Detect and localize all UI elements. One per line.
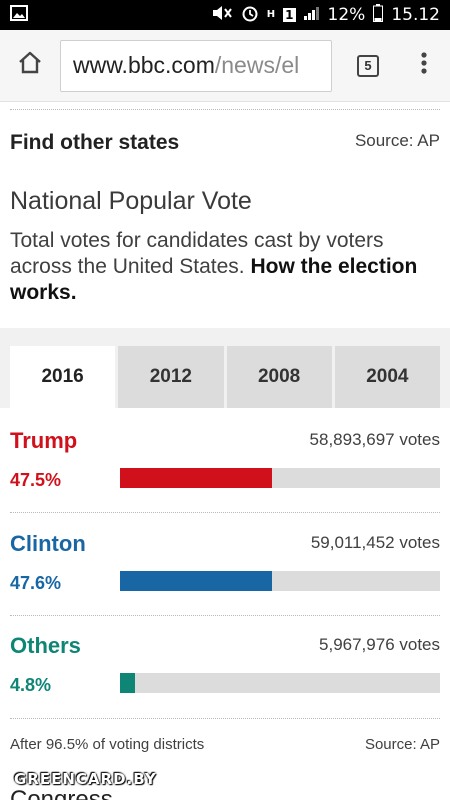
network-type-icon: H (266, 9, 276, 20)
candidate-row-clinton: Clinton 59,011,452 votes 47.6% (10, 531, 440, 601)
candidate-percent: 4.8% (10, 675, 52, 695)
vote-bar-fill (120, 571, 273, 591)
alarm-icon (241, 4, 259, 27)
reporting-note: After 96.5% of voting districts (10, 736, 205, 753)
year-tabs: 2016 2012 2008 2004 (10, 346, 440, 408)
tab-2012[interactable]: 2012 (118, 346, 224, 408)
candidate-votes: 59,011,452 votes (310, 533, 440, 552)
url-field[interactable]: www.bbc.com/news/el (60, 39, 332, 92)
tab-count: 5 (357, 54, 379, 77)
divider (10, 512, 440, 513)
battery-icon (373, 3, 384, 27)
home-button[interactable] (0, 30, 60, 102)
mute-icon (211, 5, 233, 26)
vote-bar-track (120, 673, 440, 693)
candidate-row-others: Others 5,967,976 votes 4.8% (10, 633, 440, 703)
candidate-votes: 58,893,697 votes (309, 430, 440, 449)
sim-badge: 1 (283, 8, 296, 22)
divider (10, 615, 440, 616)
congress-heading: Congress (10, 786, 113, 800)
section-title: National Popular Vote (10, 187, 252, 215)
description-text: Total votes for candidates cast by voter… (10, 229, 384, 278)
how-election-works-link[interactable]: How the election works. (10, 255, 418, 304)
image-notification-icon (10, 4, 28, 26)
tab-2004[interactable]: 2004 (334, 346, 440, 408)
results-content: Trump 58,893,697 votes 47.5% Clinton 59,… (0, 408, 450, 800)
overflow-menu-button[interactable] (404, 30, 444, 102)
source-label: Source: AP (354, 131, 440, 150)
more-vert-icon (421, 52, 427, 79)
clock: 15.12 (391, 5, 440, 25)
battery-percent: 12% (327, 5, 366, 25)
results-panel: 2016 2012 2008 2004 Trump 58,893,697 vot… (0, 328, 450, 800)
candidate-name: Others (10, 633, 81, 658)
vote-bar-fill (120, 673, 136, 693)
vote-bar-fill (120, 468, 272, 488)
tab-2016[interactable]: 2016 (10, 346, 116, 408)
url-host: www.bbc.com (73, 52, 215, 78)
tabs-button[interactable]: 5 (332, 30, 404, 102)
status-bar: H 1 12% 15.12 (0, 0, 450, 30)
signal-icon (303, 5, 320, 25)
candidate-votes: 5,967,976 votes (319, 635, 440, 654)
divider (10, 718, 440, 719)
vote-bar-track (120, 571, 440, 591)
browser-toolbar: www.bbc.com/news/el 5 (0, 30, 450, 102)
watermark: GREENCARD.BY (14, 770, 157, 788)
url-path: /news/el (214, 52, 300, 78)
find-other-states-link[interactable]: Find other states (10, 131, 180, 154)
vote-bar-track (120, 468, 440, 488)
source-label: Source: AP (364, 736, 440, 753)
candidate-name: Clinton (10, 531, 86, 556)
candidate-name: Trump (10, 428, 78, 453)
section-description: Total votes for candidates cast by voter… (10, 228, 442, 306)
tab-2008[interactable]: 2008 (226, 346, 332, 408)
candidate-percent: 47.5% (10, 470, 62, 490)
home-icon (17, 50, 43, 81)
candidate-percent: 47.6% (10, 573, 62, 593)
divider (10, 109, 440, 110)
candidate-row-trump: Trump 58,893,697 votes 47.5% (10, 428, 440, 498)
